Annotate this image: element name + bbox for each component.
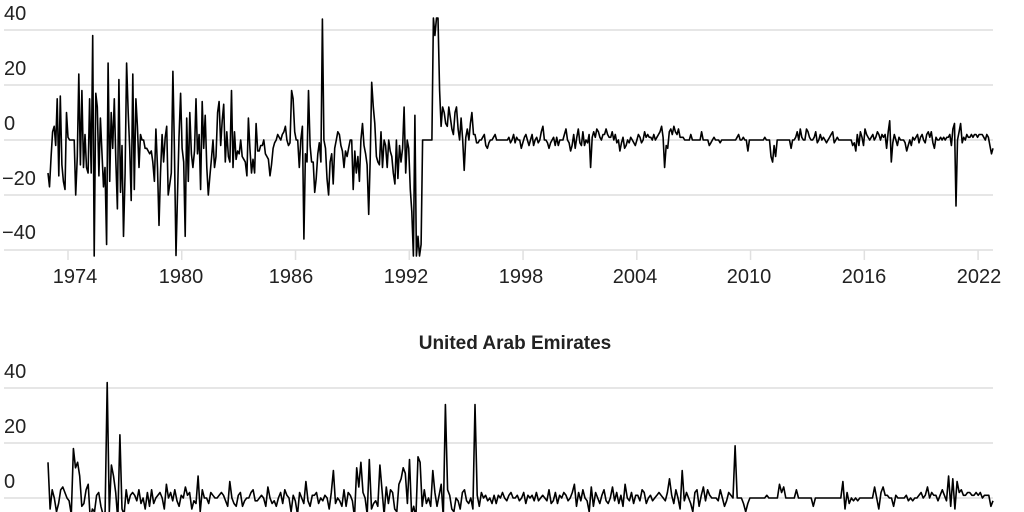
- chart-top-plot: [4, 17, 994, 260]
- y-tick-label: 20: [4, 58, 27, 80]
- data-line: [47, 381, 994, 512]
- y-tick-label: 40: [4, 3, 27, 25]
- x-tick-label: 2010: [726, 266, 772, 288]
- data-line: [47, 17, 994, 257]
- y-tick-label: 20: [4, 416, 27, 438]
- chart-title: United Arab Emirates: [418, 333, 612, 354]
- x-tick-label: 1986: [268, 266, 314, 288]
- x-tick-label: 1974: [52, 266, 98, 288]
- chart-top: 40 20 0 −20 −40 1974 1980 1986 1992 1998…: [2, 3, 1002, 288]
- x-tick-label: 1980: [158, 266, 204, 288]
- x-tick-label: 1998: [498, 266, 544, 288]
- x-tick-label: 1992: [383, 266, 429, 288]
- y-tick-label: −40: [2, 222, 36, 244]
- y-tick-label: 40: [4, 361, 27, 383]
- y-tick-label: −20: [2, 168, 36, 190]
- y-tick-label: 0: [4, 113, 16, 135]
- x-tick-label: 2004: [612, 266, 658, 288]
- x-tick-label: 2016: [841, 266, 887, 288]
- x-tick-label: 2022: [956, 266, 1002, 288]
- y-tick-label: 0: [4, 471, 16, 493]
